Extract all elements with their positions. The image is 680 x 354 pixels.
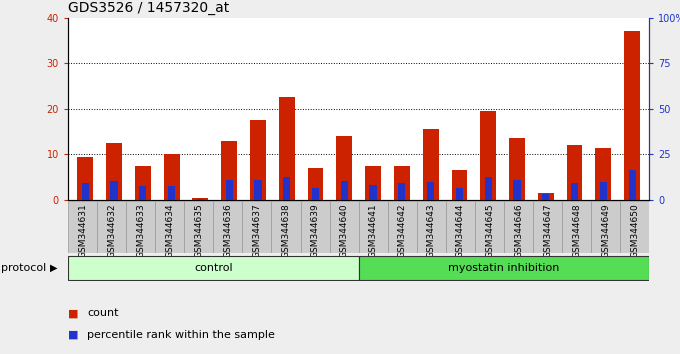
Bar	[509, 138, 525, 200]
Bar	[168, 186, 175, 200]
Bar	[254, 180, 262, 200]
Bar	[600, 182, 607, 200]
Bar	[388, 201, 417, 253]
Bar	[542, 194, 549, 200]
Text: GSM344643: GSM344643	[427, 203, 436, 258]
Bar	[226, 180, 233, 200]
Bar	[155, 201, 184, 253]
Bar	[126, 201, 155, 253]
Bar	[423, 129, 439, 200]
Text: GSM344631: GSM344631	[78, 203, 87, 258]
Bar	[452, 170, 467, 200]
Text: ▶: ▶	[50, 263, 58, 273]
Text: myostatin inhibition: myostatin inhibition	[448, 263, 560, 273]
Text: GSM344633: GSM344633	[136, 203, 145, 258]
Bar	[566, 145, 583, 200]
Text: GSM344650: GSM344650	[630, 203, 639, 258]
Bar	[628, 170, 636, 200]
Bar	[620, 201, 649, 253]
Bar	[533, 201, 562, 253]
Bar	[197, 199, 204, 200]
Bar	[221, 141, 237, 200]
Bar	[369, 185, 377, 200]
Bar	[139, 186, 146, 200]
Text: percentile rank within the sample: percentile rank within the sample	[87, 330, 275, 339]
Bar	[184, 201, 214, 253]
Bar	[359, 256, 649, 280]
Bar	[591, 201, 620, 253]
Bar	[456, 188, 463, 200]
Bar	[243, 201, 271, 253]
Text: GSM344649: GSM344649	[601, 203, 610, 258]
Bar	[106, 143, 122, 200]
Bar	[398, 183, 405, 200]
Text: GSM344646: GSM344646	[514, 203, 523, 258]
Bar	[312, 188, 319, 200]
Bar	[82, 183, 89, 200]
Bar	[571, 183, 578, 200]
Bar	[359, 201, 388, 253]
Bar	[417, 201, 446, 253]
Text: GSM344632: GSM344632	[107, 203, 116, 258]
Bar	[504, 201, 533, 253]
Bar	[365, 166, 381, 200]
Bar	[192, 198, 208, 200]
Bar	[538, 193, 554, 200]
Text: GSM344647: GSM344647	[543, 203, 552, 258]
Bar	[78, 157, 93, 200]
Bar	[164, 154, 180, 200]
Bar	[337, 136, 352, 200]
Text: GSM344644: GSM344644	[456, 203, 465, 258]
Bar	[394, 166, 410, 200]
Bar	[480, 111, 496, 200]
Text: GSM344645: GSM344645	[485, 203, 494, 258]
Text: GSM344636: GSM344636	[224, 203, 233, 258]
Text: GSM344640: GSM344640	[340, 203, 349, 258]
Text: ■: ■	[68, 308, 78, 318]
Bar	[513, 180, 521, 200]
Bar	[307, 168, 324, 200]
Text: GSM344639: GSM344639	[311, 203, 320, 258]
Text: control: control	[194, 263, 233, 273]
Text: GSM344642: GSM344642	[398, 203, 407, 258]
Bar	[475, 201, 504, 253]
Text: GSM344635: GSM344635	[194, 203, 203, 258]
Bar	[135, 166, 151, 200]
Text: GDS3526 / 1457320_at: GDS3526 / 1457320_at	[68, 1, 229, 15]
Bar	[562, 201, 592, 253]
Bar	[446, 201, 475, 253]
Bar	[110, 181, 118, 200]
Bar	[624, 32, 640, 200]
Bar	[427, 182, 435, 200]
Text: GSM344641: GSM344641	[369, 203, 377, 258]
Bar	[283, 177, 290, 200]
Bar	[279, 97, 294, 200]
Bar	[330, 201, 359, 253]
Bar	[271, 201, 301, 253]
Bar	[250, 120, 266, 200]
Bar	[341, 181, 348, 200]
Text: GSM344648: GSM344648	[573, 203, 581, 258]
Bar	[68, 256, 359, 280]
Text: count: count	[87, 308, 118, 318]
Bar	[214, 201, 242, 253]
Text: ■: ■	[68, 330, 78, 339]
Bar	[97, 201, 126, 253]
Bar	[596, 148, 611, 200]
Bar	[301, 201, 330, 253]
Text: GSM344638: GSM344638	[282, 203, 290, 258]
Text: GSM344637: GSM344637	[252, 203, 261, 258]
Text: GSM344634: GSM344634	[165, 203, 174, 258]
Bar	[485, 177, 492, 200]
Bar	[68, 201, 97, 253]
Text: protocol: protocol	[1, 263, 46, 273]
